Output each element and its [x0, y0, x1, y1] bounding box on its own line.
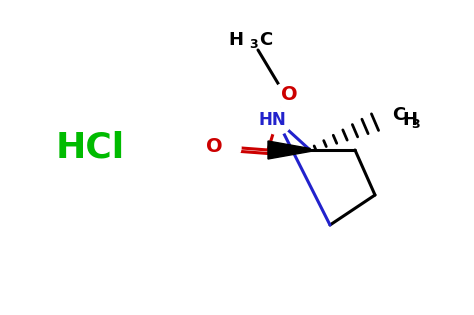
Text: C: C [259, 31, 272, 49]
Polygon shape [268, 141, 310, 159]
Text: O: O [206, 138, 222, 157]
Text: HCl: HCl [55, 130, 125, 164]
Text: HN: HN [258, 111, 286, 129]
Text: O: O [281, 85, 297, 105]
Text: H: H [402, 111, 417, 129]
Text: 3: 3 [249, 38, 258, 51]
Text: H: H [228, 31, 243, 49]
Text: C: C [392, 106, 405, 124]
Text: 3: 3 [411, 118, 419, 131]
